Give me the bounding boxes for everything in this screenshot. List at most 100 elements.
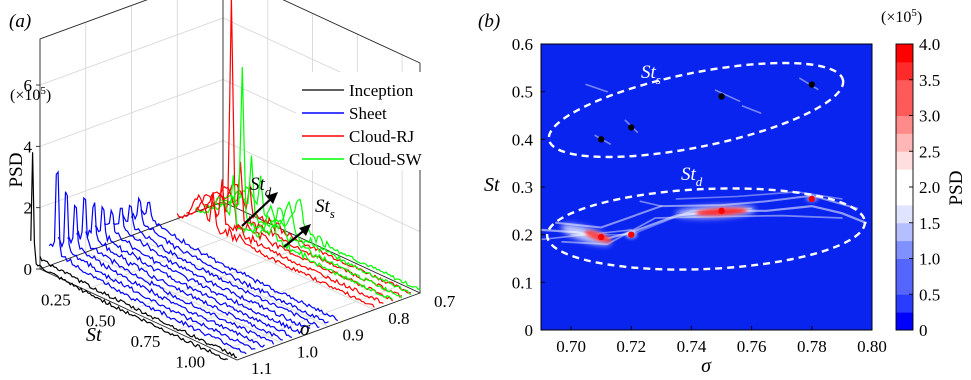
panel-b-sigma-label: σ [701, 355, 712, 377]
colorbar-label: PSD [946, 171, 967, 206]
z-tick-label: 6 [24, 76, 33, 95]
panel-a-spectra [30, 0, 421, 361]
z-tick-label: 0 [24, 260, 33, 279]
st-d-arrow [241, 192, 278, 227]
colorbar-level [896, 240, 913, 259]
spectrum-sheet-3 [76, 196, 275, 345]
st-tick-label: 1.00 [175, 353, 205, 372]
st-s-arrow [283, 224, 311, 248]
panel-a-sigma-label: σ [300, 318, 311, 340]
legend-item-sheet: Sheet [302, 104, 387, 123]
panel-a-label: (a) [9, 11, 31, 32]
y-tick-label: 0.5 [512, 83, 533, 102]
spectrum-cloud-sw-1 [204, 67, 403, 299]
colorbar-tick-label: 0 [919, 321, 928, 340]
x-tick-label: 0.80 [857, 337, 887, 356]
st-tick-label: 0.50 [86, 311, 116, 330]
spectrum-sheet-2 [67, 203, 265, 348]
x-tick-label: 0.74 [677, 337, 707, 356]
spectrum-inception-1 [39, 256, 238, 359]
colorbar-level [896, 204, 913, 224]
st-d-region-ellipse [545, 187, 867, 271]
svg-text:Cloud-SW: Cloud-SW [349, 150, 423, 169]
colorbar-tick-label: 1.5 [919, 214, 940, 233]
colorbar-level [896, 276, 913, 295]
spectrum-sheet-8 [121, 204, 320, 328]
st-s-region-ellipse [547, 61, 845, 159]
z-tick-label: 4 [24, 137, 33, 156]
spectrum-sheet-7 [112, 207, 311, 329]
colorbar-tick-label: 1.0 [919, 250, 940, 269]
spectrum-cloud-rj-2 [195, 0, 394, 302]
colorbar-level [896, 169, 913, 188]
red-marker [718, 207, 725, 215]
contour-streak [639, 200, 663, 207]
sigma-tick-label: 0.8 [388, 309, 409, 328]
panel-a-multiplier: (×105) [10, 85, 51, 104]
contour-streak [555, 194, 858, 229]
y-tick-label: 0.1 [512, 273, 533, 292]
y-tick-label: 0.6 [512, 35, 533, 54]
colorbar-level [896, 258, 913, 277]
y-tick-label: 0 [525, 321, 534, 340]
panel-a-psd-label: PSD [6, 153, 27, 188]
st-d-annotation: Std [250, 174, 272, 199]
sigma-tick-label: 1.1 [251, 359, 272, 378]
colorbar-level [896, 294, 913, 313]
spectrum-sheet-5 [94, 204, 293, 339]
panel-a-st-label: St [86, 324, 102, 346]
spectrum-sheet-6 [103, 208, 302, 335]
svg-text:Inception: Inception [349, 81, 414, 100]
svg-text:Sheet: Sheet [349, 104, 387, 123]
spectrum-cloud-sw-0 [195, 175, 394, 301]
panel-b-x-ticks: 0.70 0.72 0.74 0.76 0.78 0.80 [556, 326, 887, 356]
colorbar: 0 0.5 1.0 1.5 2.0 2.5 3.0 3.5 4.0 [895, 35, 940, 340]
panel-a-sigma-ticks: 0.7 0.8 0.9 1.0 1.1 [251, 292, 456, 378]
legend-item-cloud-rj: Cloud-RJ [302, 127, 415, 146]
contour-background [541, 44, 872, 330]
panel-b-st-label: St [484, 174, 500, 196]
black-marker [718, 93, 725, 100]
colorbar-tick-label: 2.5 [919, 142, 940, 161]
colorbar-tick-label: 3.5 [919, 71, 940, 90]
colorbar-tick-label: 2.0 [919, 178, 940, 197]
st-tick-label: 0.75 [131, 332, 161, 351]
black-marker [628, 124, 635, 131]
contour-streak [714, 89, 741, 102]
sigma-tick-label: 0.9 [343, 326, 364, 345]
colorbar-multiplier: (×105) [881, 7, 922, 26]
colorbar-level [896, 97, 913, 116]
spectrum-sheet-9 [130, 196, 329, 324]
panel-b-y-ticks: 0 0.1 0.2 0.3 0.4 0.5 0.6 [512, 35, 545, 340]
svg-text:Cloud-RJ: Cloud-RJ [349, 127, 415, 146]
colorbar-level [896, 44, 913, 63]
panel-a-st-ticks: 0.25 0.50 0.75 1.00 [41, 291, 205, 372]
colorbar-tick-label: 3.0 [919, 107, 940, 126]
x-tick-label: 0.70 [556, 337, 586, 356]
colorbar-level [896, 79, 913, 99]
spectrum-sheet-0 [48, 170, 247, 355]
st-s-annotation: Sts [315, 196, 335, 221]
colorbar-level [896, 133, 913, 152]
sigma-tick-label: 0.7 [434, 292, 456, 311]
colorbar-level [896, 222, 913, 242]
panel-b-label: (b) [478, 11, 500, 32]
spectrum-sheet-4 [85, 202, 283, 341]
black-marker [808, 81, 816, 88]
colorbar-tick-label: 4.0 [919, 35, 940, 54]
panel-a-waterfall: (a) Std Sts Inception Sheet [6, 0, 456, 378]
spectrum-cloud-sw-2 [213, 155, 412, 296]
panel-a-z-ticks: 0 2 4 6 [24, 76, 40, 279]
z-tick-label: 2 [24, 199, 33, 218]
red-marker [808, 195, 816, 203]
contour-plot-area: Sts Std [539, 43, 873, 331]
y-tick-label: 0.3 [512, 178, 533, 197]
st-d-region-label: Std [681, 164, 703, 189]
panel-a-legend: Inception Sheet Cloud-RJ Cloud-SW [296, 72, 438, 170]
spectrum-cloud-sw-3 [222, 175, 421, 291]
legend-item-inception: Inception [302, 81, 414, 100]
colorbar-level [896, 115, 913, 134]
contour-markers [597, 81, 816, 241]
black-marker [597, 136, 605, 143]
